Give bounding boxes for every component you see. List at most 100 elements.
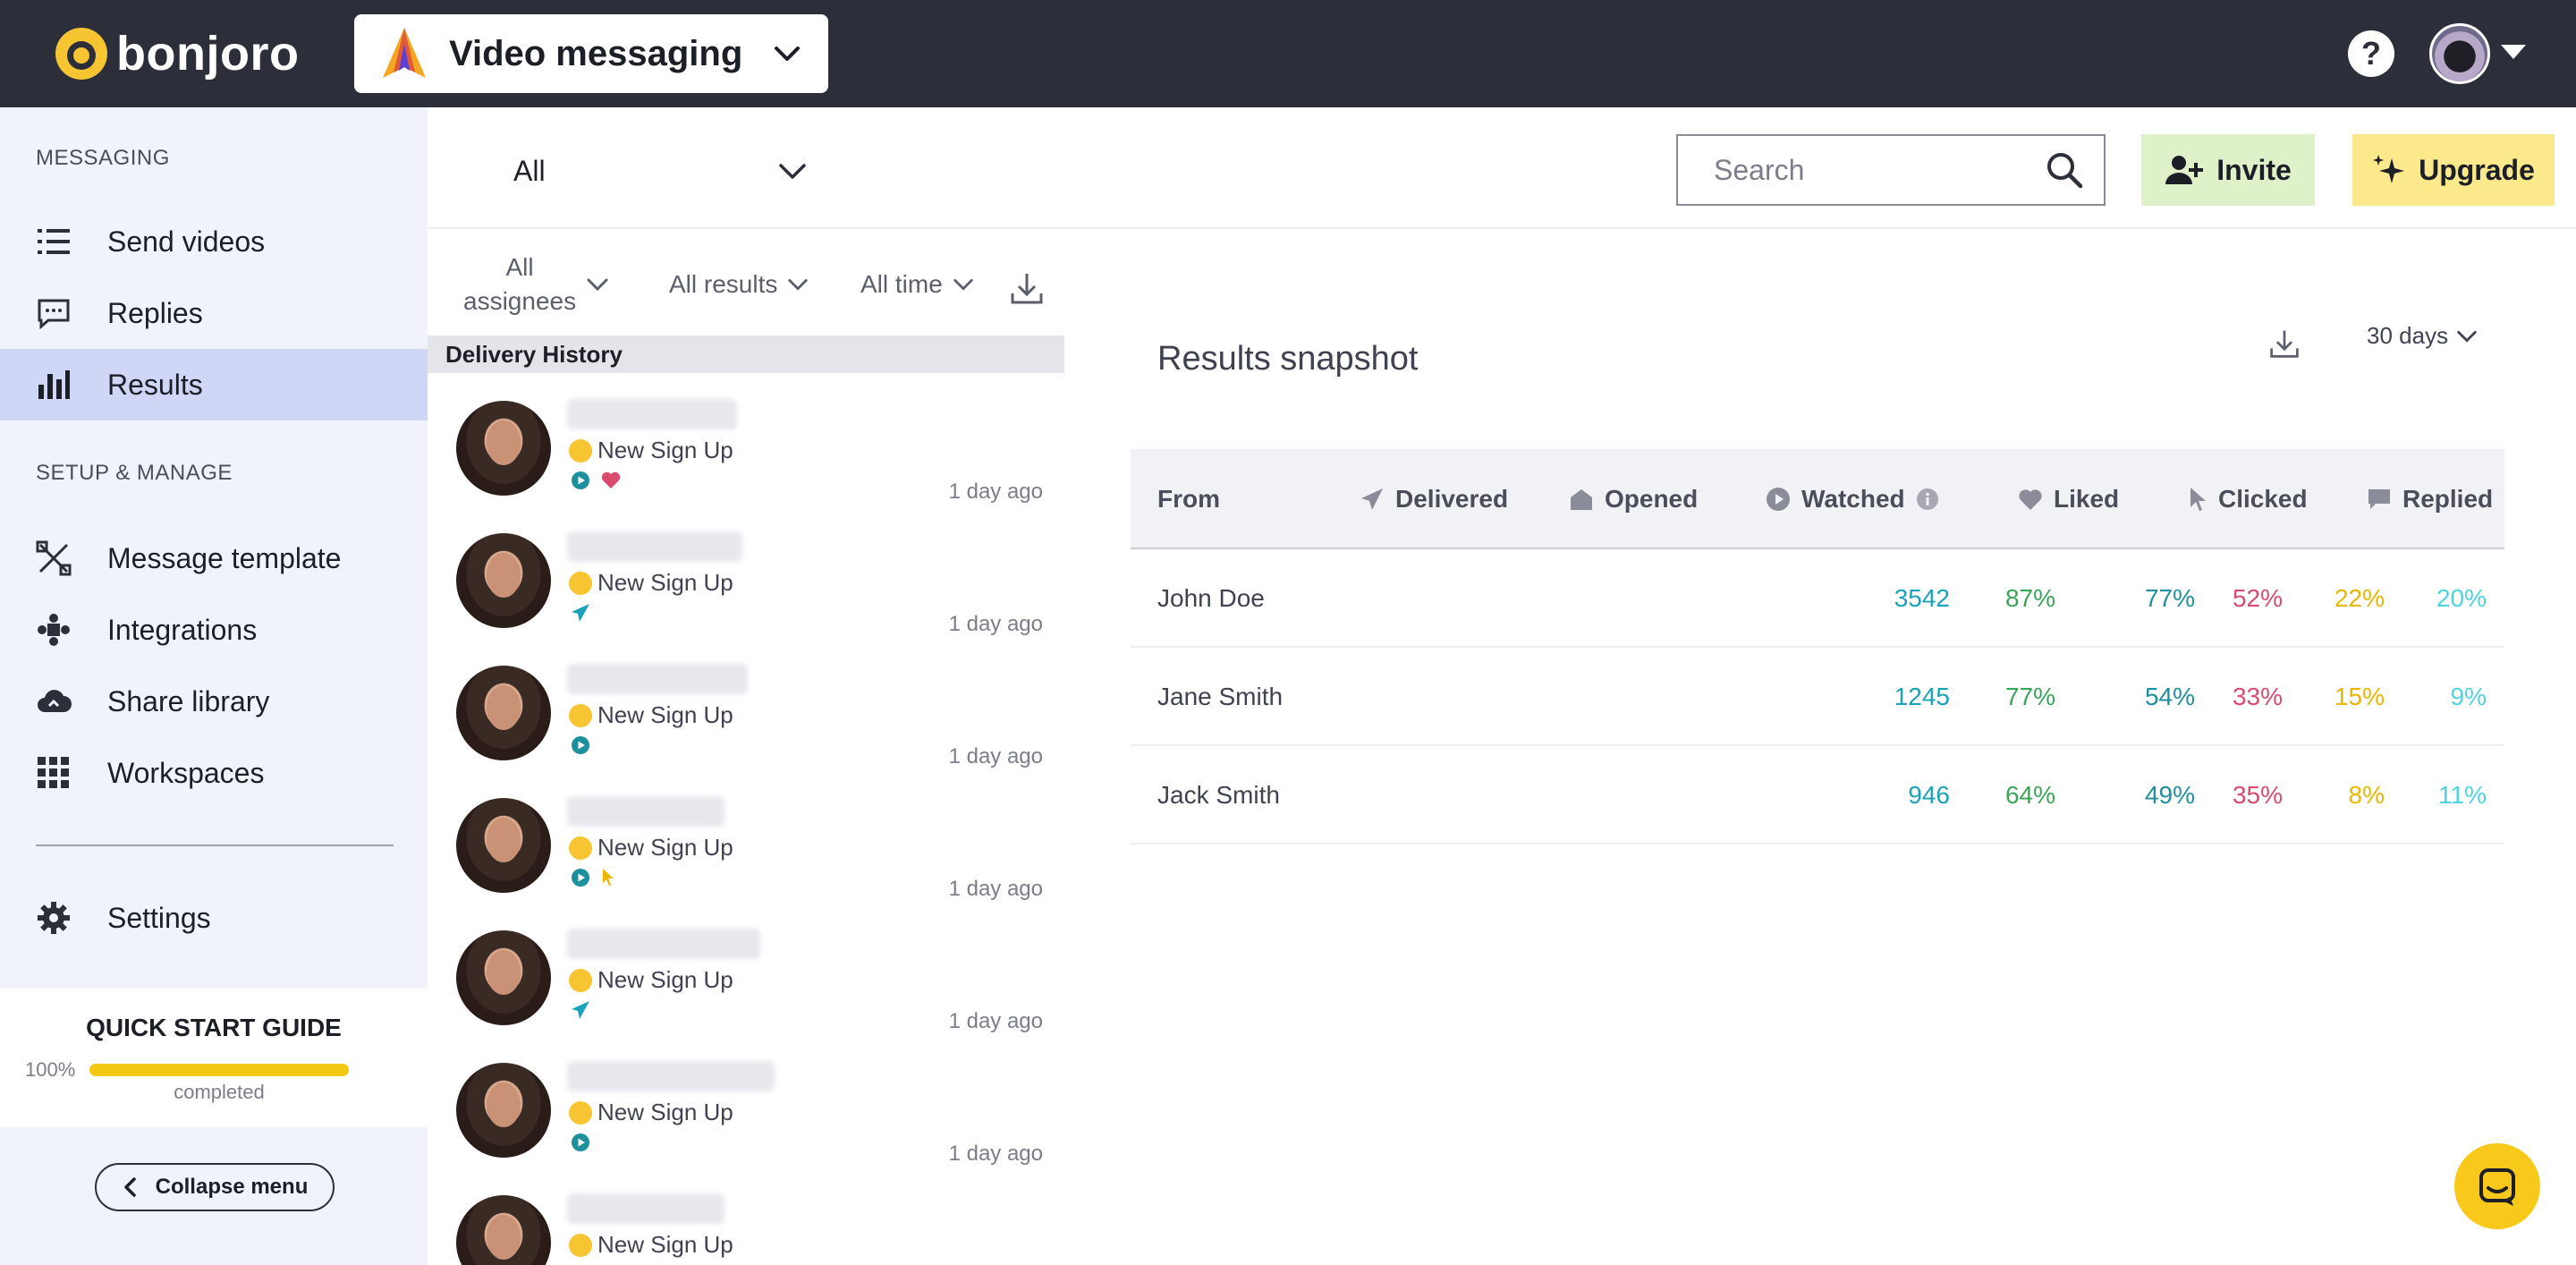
message-type-label: New Sign Up — [597, 1231, 733, 1258]
gear-icon — [36, 900, 72, 936]
sidebar-item-workspaces[interactable]: Workspaces — [0, 737, 428, 809]
sidebar-item-integrations[interactable]: Integrations — [0, 594, 428, 666]
sidebar-item-label: Share library — [107, 684, 270, 717]
delivery-history-header: Delivery History — [428, 335, 1064, 373]
tools-icon — [36, 540, 72, 576]
contact-avatar — [456, 533, 551, 628]
quick-start-panel — [0, 989, 428, 1127]
send-icon — [1361, 488, 1383, 510]
sidebar-item-results[interactable]: Results — [0, 349, 428, 420]
collapse-menu-button[interactable]: Collapse menu — [95, 1163, 335, 1211]
cell-clicked: 15% — [2334, 683, 2385, 710]
cell-watched: 77% — [2144, 584, 2195, 612]
results-table: From Delivered Opened Watched Liked Clic… — [1131, 449, 2504, 845]
results-snapshot-title: Results snapshot — [1157, 340, 1419, 378]
product-switcher[interactable]: Video messaging — [354, 14, 828, 93]
contact-avatar — [456, 798, 551, 893]
message-type: New Sign Up — [569, 966, 733, 994]
quick-start-status: completed — [174, 1081, 265, 1103]
time-filter[interactable]: All time — [860, 270, 975, 299]
cursor-icon — [603, 869, 614, 886]
grid-icon — [36, 755, 72, 791]
top-bar: bonjoro Video messaging ? — [0, 0, 2576, 107]
upgrade-button[interactable]: Upgrade — [2352, 134, 2555, 206]
contact-avatar — [456, 401, 551, 496]
puzzle-icon — [36, 612, 72, 648]
contact-name-redacted — [567, 664, 748, 694]
column-header-replied[interactable]: Replied — [2367, 449, 2493, 549]
cell-replied: 9% — [2450, 683, 2487, 710]
contact-name-redacted — [567, 1193, 724, 1224]
message-type: New Sign Up — [569, 1231, 733, 1259]
sparkle-icon — [2373, 155, 2405, 183]
list-item[interactable]: New Sign Up 1 day ago — [428, 1043, 1064, 1176]
cloud-icon — [36, 683, 72, 719]
bonjoro-logo[interactable]: bonjoro — [55, 25, 299, 82]
table-row[interactable]: John Doe 3542 87% 77% 52% 22% 20% — [1131, 549, 2504, 648]
scope-select[interactable]: All — [513, 150, 809, 191]
user-avatar[interactable] — [2429, 23, 2490, 84]
message-type-label: New Sign Up — [597, 834, 733, 861]
help-button[interactable]: ? — [2348, 30, 2394, 77]
assignees-filter[interactable]: All assignees — [463, 250, 610, 318]
download-icon[interactable] — [1009, 270, 1045, 306]
sidebar-item-label: Results — [107, 368, 203, 401]
sidebar-heading-messaging: MESSAGING — [36, 146, 170, 170]
message-type-label: New Sign Up — [597, 1099, 733, 1125]
sidebar-item-label: Workspaces — [107, 756, 265, 789]
heart-icon — [2019, 489, 2042, 510]
list-icon — [36, 224, 72, 259]
search-icon[interactable] — [2045, 150, 2084, 190]
comment-icon — [2368, 489, 2390, 509]
list-item[interactable]: New Sign Up 1 day ago — [428, 911, 1064, 1043]
column-header-opened[interactable]: Opened — [1569, 449, 1698, 549]
chevron-down-icon — [953, 278, 973, 291]
results-filter-label: All results — [669, 270, 778, 298]
sidebar-item-share-library[interactable]: Share library — [0, 666, 428, 737]
cursor-icon — [2190, 488, 2206, 511]
list-item[interactable]: New Sign Up 1 day ago — [428, 778, 1064, 911]
delivered-time: 1 day ago — [948, 1142, 1043, 1166]
sidebar-item-label: Message template — [107, 541, 342, 574]
cell-watched: 49% — [2144, 781, 2195, 809]
chat-icon — [36, 295, 72, 331]
delivered-time: 1 day ago — [948, 877, 1043, 901]
column-header-watched[interactable]: Watched — [1766, 449, 1939, 549]
table-row[interactable]: Jack Smith 946 64% 49% 35% 8% 11% — [1131, 746, 2504, 845]
column-header-clicked[interactable]: Clicked — [2188, 449, 2308, 549]
sidebar-item-label: Replies — [107, 296, 203, 329]
date-range-select[interactable]: 30 days — [2367, 322, 2479, 350]
quick-start-title[interactable]: QUICK START GUIDE — [86, 1014, 342, 1041]
list-item[interactable]: New Sign Up1 day ago — [428, 1176, 1064, 1265]
scope-select-value: All — [513, 154, 546, 187]
sidebar-item-label: Integrations — [107, 613, 258, 646]
chat-launcher-button[interactable] — [2454, 1143, 2540, 1229]
download-icon[interactable] — [2268, 327, 2301, 360]
search-input[interactable] — [1714, 153, 2036, 187]
delivered-time: 1 day ago — [948, 1009, 1043, 1033]
sidebar-item-settings[interactable]: Settings — [0, 882, 428, 954]
sidebar-item-replies[interactable]: Replies — [0, 277, 428, 349]
cell-from: Jane Smith — [1157, 683, 1284, 710]
column-header-delivered[interactable]: Delivered — [1360, 449, 1508, 549]
sidebar-heading-setup: SETUP & MANAGE — [36, 461, 233, 485]
results-filter[interactable]: All results — [669, 270, 809, 299]
column-header-liked[interactable]: Liked — [2018, 449, 2119, 549]
bar-chart-icon — [36, 367, 72, 403]
chevron-down-icon — [779, 164, 806, 179]
contact-name-redacted — [567, 929, 760, 959]
caret-down-icon[interactable] — [2501, 45, 2526, 59]
logo-text: bonjoro — [116, 27, 300, 81]
invite-button[interactable]: Invite — [2141, 134, 2315, 206]
logo-mark-icon — [55, 28, 107, 80]
search-box[interactable] — [1676, 134, 2106, 206]
product-name: Video messaging — [449, 33, 743, 73]
info-icon[interactable] — [1916, 488, 1939, 511]
sidebar-item-message-template[interactable]: Message template — [0, 522, 428, 594]
cell-liked: 33% — [2232, 683, 2283, 710]
sidebar-item-send-videos[interactable]: Send videos — [0, 206, 428, 277]
table-row[interactable]: Jane Smith 1245 77% 54% 33% 15% 9% — [1131, 648, 2504, 746]
